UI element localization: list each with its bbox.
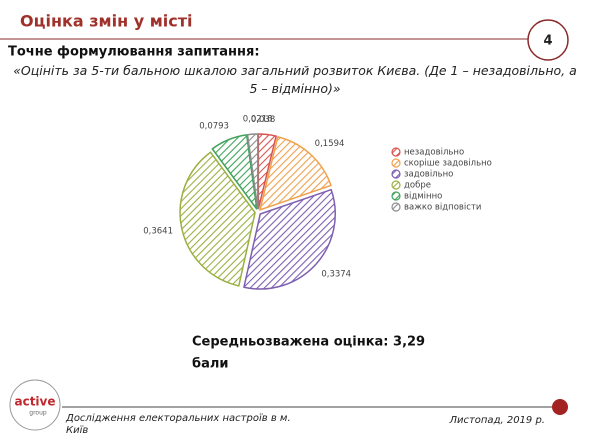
logo-ring [9,379,61,431]
data-label: 0,038 [251,115,275,125]
footer-dot [552,399,568,415]
pie-chart: 0,038 0,1594 0,3374 0,3641 0,0793 0,0218 незад… [143,115,492,290]
legend-swatch [391,147,401,157]
pie-slice [258,136,332,211]
legend-label: важко відповісти [404,203,481,213]
footer-city: Київ [66,425,88,436]
data-label: 0,3641 [143,227,173,237]
data-label: 0,0793 [199,121,229,131]
pie-slice [246,133,259,210]
legend-label: відмінно [404,192,442,202]
summary-line: Середньозважена оцінка: 3,29 [192,335,425,350]
data-label: 0,3374 [321,269,351,279]
question-box: «Оцініть за 5-ти бальною шкалою загальни… [13,63,577,96]
footer-date: Листопад, 2019 р. [448,415,545,426]
legend-swatch [391,191,401,201]
pie-slice [243,188,336,290]
summary-line: бали [192,357,228,372]
page-badge [527,19,569,61]
legend-swatch [391,169,401,179]
logo: active [14,395,55,409]
legend-swatch [391,180,401,190]
data-label: 0,1594 [315,139,345,149]
footer-study: Дослідження електоральних настроїв в м. [65,412,291,424]
pie-slice [179,151,256,287]
legend-label: задовільно [404,170,453,180]
question-label: Точне формулювання запитання: [8,45,260,60]
legend-label: незадовільно [404,148,464,158]
pie-slice [211,134,258,210]
data-label: 0,0218 [243,115,273,125]
legend-label: добре [404,181,431,191]
page-number: 4 [543,34,552,49]
slide-title: Оцінка змін у місті [20,12,193,31]
logo-sub: group [29,410,47,417]
question-text: «Оцініть за 5-ти бальною шкалою загальни… [13,63,577,96]
legend-swatch [391,202,401,212]
legend-label: скоріше задовільно [404,159,492,169]
legend-swatch [391,158,401,168]
